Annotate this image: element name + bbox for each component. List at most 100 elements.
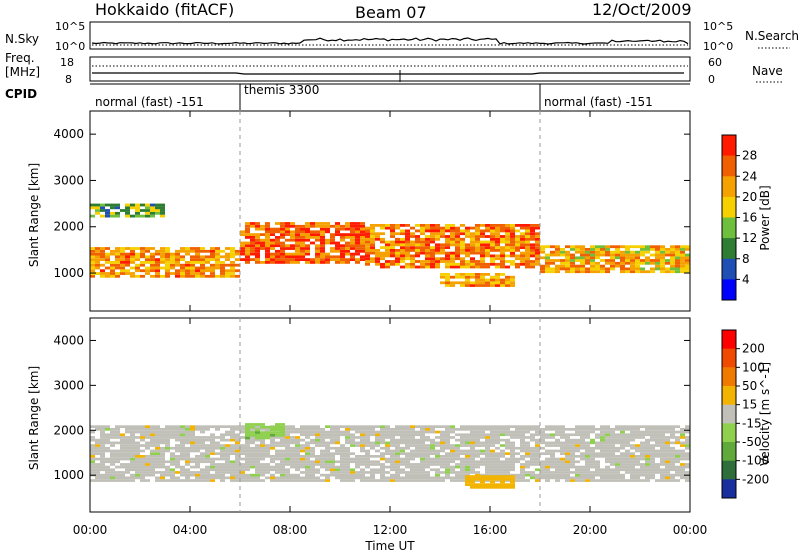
heatmap-cell-band-2 <box>485 235 490 238</box>
heatmap-cell-band-0 <box>115 457 120 461</box>
heatmap-cell-band-0 <box>455 438 460 442</box>
heatmap-cell-band-0 <box>115 433 120 437</box>
heatmap-cell-band-0 <box>495 428 500 431</box>
heatmap-cell-band-0 <box>100 247 105 250</box>
heatmap-cell-band-0 <box>465 455 470 458</box>
heatmap-cell-band-0 <box>640 449 645 453</box>
heatmap-cell-band-0 <box>195 460 200 464</box>
heatmap-cell-band-3 <box>660 250 665 254</box>
heatmap-cell-band-0 <box>420 463 425 466</box>
heatmap-cell-band-0 <box>570 441 575 445</box>
heatmap-cell-band-0 <box>520 444 525 447</box>
heatmap-cell-band-2 <box>445 235 450 238</box>
heatmap-cell-band-2 <box>500 229 505 233</box>
heatmap-cell-band-0 <box>645 465 650 469</box>
heatmap-cell-band-0 <box>580 428 585 431</box>
heatmap-cell-band-1 <box>295 233 300 236</box>
heatmap-cell-band-4 <box>125 209 130 212</box>
heatmap-cell-band-3 <box>670 250 675 254</box>
heatmap-cell-band-5 <box>465 275 470 279</box>
heatmap-cell-band-2 <box>405 243 410 247</box>
heatmap-cell-band-2 <box>420 246 425 249</box>
heatmap-cell-band-2 <box>450 262 455 266</box>
heatmap-cell-band-2 <box>485 483 490 486</box>
heatmap-cell-band-2 <box>505 246 510 249</box>
heatmap-cell-band-0 <box>250 428 255 431</box>
heatmap-cell-band-0 <box>520 473 525 477</box>
heatmap-cell-band-0 <box>395 479 400 482</box>
heatmap-cell-band-0 <box>600 441 605 445</box>
heatmap-cell-band-0 <box>210 444 215 447</box>
heatmap-cell-band-2 <box>440 257 445 261</box>
heatmap-cell-band-0 <box>490 449 495 453</box>
heatmap-cell-band-0 <box>115 249 120 253</box>
heatmap-cell-band-0 <box>320 441 325 445</box>
velocity-colorbar-label: Velocity [m s^-1] <box>758 362 772 466</box>
heatmap-cell-band-1 <box>285 252 290 256</box>
heatmap-cell-band-3 <box>565 256 570 260</box>
heatmap-cell-band-0 <box>440 438 445 442</box>
heatmap-cell-band-0 <box>285 441 290 445</box>
heatmap-cell-band-0 <box>400 457 405 461</box>
heatmap-cell-band-3 <box>665 259 670 262</box>
heatmap-cell-band-2 <box>510 235 515 238</box>
heatmap-cell-band-0 <box>265 476 270 480</box>
heatmap-cell-band-0 <box>625 471 630 474</box>
heatmap-cell-band-0 <box>445 425 450 428</box>
heatmap-cell-band-0 <box>530 457 535 461</box>
heatmap-cell-band-0 <box>400 446 405 450</box>
heatmap-cell-band-3 <box>665 261 670 265</box>
heatmap-cell-band-1 <box>300 244 305 248</box>
heatmap-cell-band-0 <box>360 444 365 447</box>
heatmap-cell-band-0 <box>580 476 585 480</box>
heatmap-cell-band-0 <box>200 274 205 278</box>
heatmap-cell-band-0 <box>355 430 360 434</box>
heatmap-cell-band-0 <box>550 476 555 480</box>
x-axis: 00:00 04:00 08:00 12:00 16:00 20:00 00:00 <box>73 111 707 537</box>
heatmap-cell-band-2 <box>395 240 400 244</box>
heatmap-cell-band-2 <box>370 251 375 255</box>
heatmap-cell-band-0 <box>625 460 630 464</box>
heatmap-cell-band-0 <box>95 468 100 472</box>
colorbar-swatch <box>722 479 736 499</box>
heatmap-cell-band-1 <box>255 255 260 259</box>
heatmap-cell-band-0 <box>185 261 190 264</box>
nsky-label: N.Sky <box>5 32 39 46</box>
heatmap-cell-band-0 <box>175 252 180 256</box>
heatmap-cell-band-0 <box>600 438 605 442</box>
heatmap-cell-band-0 <box>650 452 655 455</box>
heatmap-cell-band-5 <box>495 281 500 285</box>
heatmap-cell-band-1 <box>275 431 280 434</box>
heatmap-cell-band-0 <box>380 463 385 466</box>
heatmap-cell-band-0 <box>165 425 170 428</box>
heatmap-cell-band-0 <box>465 457 470 461</box>
heatmap-cell-band-0 <box>600 449 605 453</box>
heatmap-cell-band-0 <box>475 452 480 455</box>
heatmap-cell-band-0 <box>595 471 600 474</box>
y-tick-label: 1000 <box>53 468 84 482</box>
heatmap-cell-band-0 <box>550 465 555 469</box>
heatmap-cell-band-1 <box>350 241 355 245</box>
heatmap-cell-band-0 <box>575 430 580 434</box>
heatmap-cell-band-2 <box>520 262 525 266</box>
heatmap-cell-band-2 <box>410 254 415 258</box>
heatmap-cell-band-0 <box>335 471 340 474</box>
heatmap-cell-band-0 <box>555 444 560 447</box>
heatmap-cell-band-0 <box>520 465 525 469</box>
heatmap-cell-band-0 <box>100 425 105 428</box>
heatmap-cell-band-1 <box>280 230 285 234</box>
heatmap-cell-band-0 <box>555 468 560 472</box>
heatmap-cell-band-0 <box>525 463 530 466</box>
heatmap-cell-band-0 <box>550 455 555 458</box>
heatmap-cell-band-0 <box>465 433 470 437</box>
heatmap-cell-band-0 <box>430 425 435 428</box>
heatmap-cell-band-0 <box>410 452 415 455</box>
heatmap-cell-band-2 <box>400 243 405 247</box>
heatmap-cell-band-1 <box>265 252 270 256</box>
heatmap-cell-band-0 <box>120 258 125 261</box>
heatmap-cell-band-0 <box>125 438 130 442</box>
heatmap-cell-band-1 <box>270 258 275 261</box>
heatmap-cell-band-0 <box>510 460 515 464</box>
heatmap-cell-band-0 <box>90 438 95 442</box>
heatmap-cell-band-0 <box>365 479 370 482</box>
